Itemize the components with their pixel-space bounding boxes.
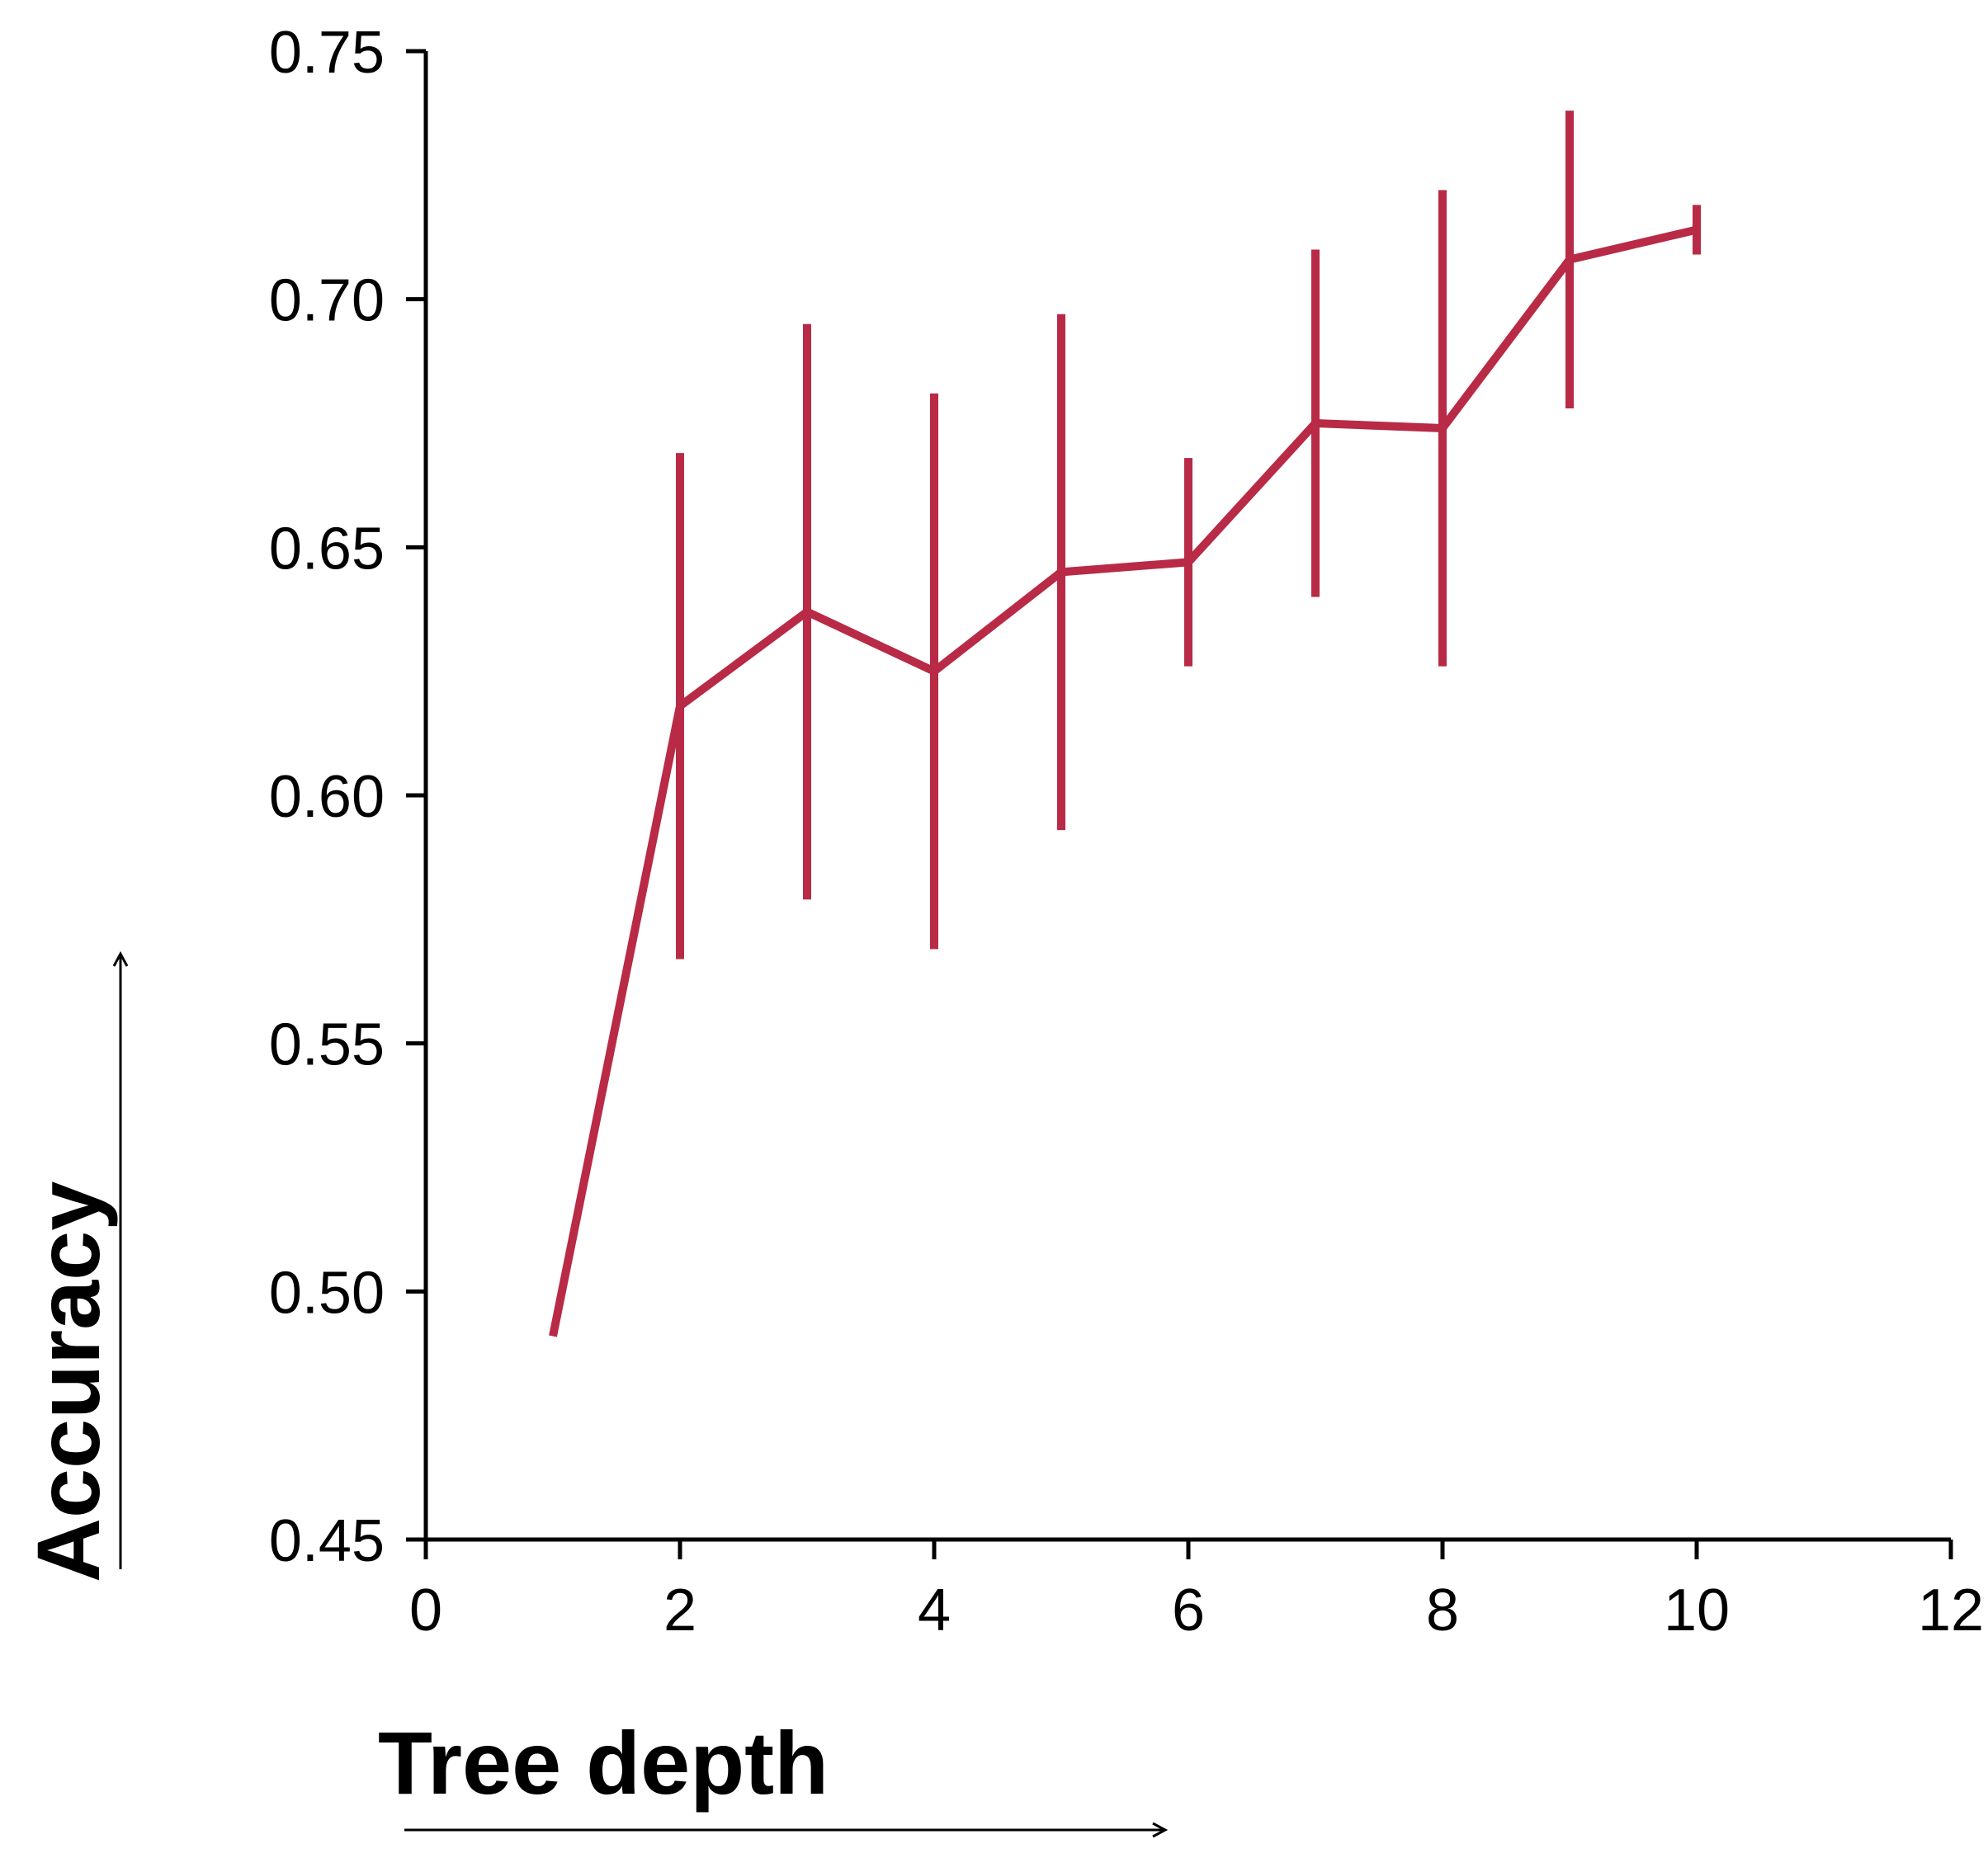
- series-line: [549, 225, 1698, 1337]
- y-tick-label: 0.50: [269, 1260, 385, 1326]
- x-tick-label: 12: [1918, 1577, 1984, 1643]
- x-axis-title: Tree depth: [378, 1713, 829, 1813]
- x-tick-label: 6: [1172, 1577, 1205, 1643]
- x-axis-ticks: 0 2 4 6 8 10 12: [409, 1540, 1984, 1643]
- y-tick-label: 0.45: [269, 1508, 385, 1574]
- x-tick-label: 4: [918, 1577, 951, 1643]
- x-axis-title-arrow: [404, 1822, 1169, 1838]
- x-tick-label: 2: [663, 1577, 697, 1643]
- y-tick-label: 0.75: [269, 20, 385, 86]
- y-tick-label: 0.70: [269, 268, 385, 334]
- y-axis-title-arrow: [112, 950, 129, 1569]
- x-tick-label: 0: [409, 1577, 442, 1643]
- y-axis-title: Accuracy: [18, 1181, 118, 1582]
- error-bars: [676, 111, 1701, 960]
- y-tick-label: 0.55: [269, 1012, 385, 1078]
- y-tick-label: 0.65: [269, 516, 385, 582]
- x-tick-label: 10: [1664, 1577, 1730, 1643]
- x-tick-label: 8: [1426, 1577, 1459, 1643]
- y-tick-label: 0.60: [269, 764, 385, 830]
- y-axis-ticks: 0.45 0.50 0.55 0.60 0.65 0.70 0.75: [269, 20, 426, 1574]
